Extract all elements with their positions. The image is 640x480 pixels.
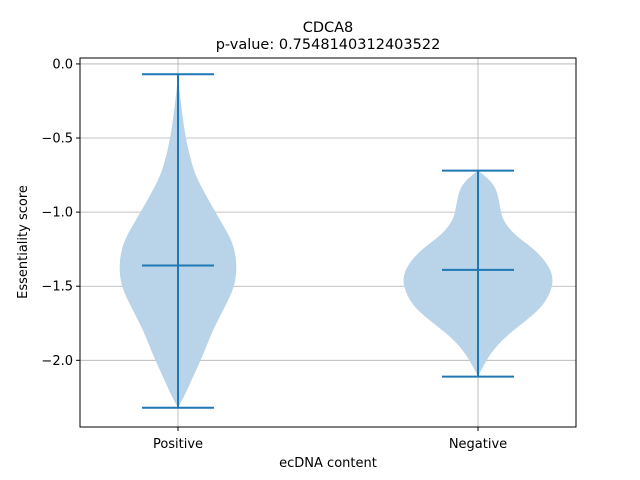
x-tick-label: Positive: [153, 437, 203, 452]
y-tick-label: 0.0: [52, 57, 73, 72]
plot-frame: [79, 57, 577, 428]
chart-title: CDCA8: [303, 20, 354, 36]
y-tick-label: −0.5: [41, 132, 73, 147]
violin-layer: [119, 73, 553, 409]
y-tick-label: −1.5: [41, 280, 73, 295]
y-axis-label: Essentiality score: [16, 185, 31, 299]
y-tick-label: −1.0: [41, 206, 73, 221]
chart-subtitle: p-value: 0.7548140312403522: [216, 37, 441, 53]
y-tick-label: −2.0: [41, 354, 73, 369]
tick-layer: 0.0 −0.5 −1.0 −1.5 −2.0 Positive Negative: [41, 57, 507, 452]
x-tick-label: Negative: [449, 437, 507, 452]
x-axis-label: ecDNA content: [279, 456, 377, 471]
